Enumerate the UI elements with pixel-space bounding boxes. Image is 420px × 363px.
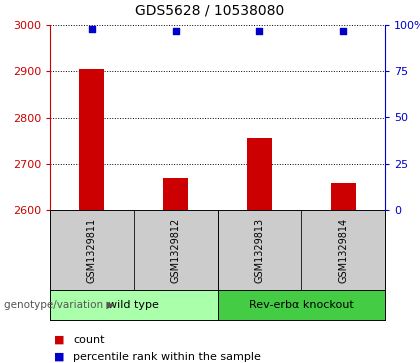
Bar: [79, 69, 105, 210]
Bar: [134, 210, 218, 290]
Bar: [331, 183, 356, 210]
Point: [89, 26, 95, 32]
Bar: [301, 210, 385, 290]
Text: ■: ■: [54, 335, 65, 345]
Bar: [218, 290, 385, 320]
Point: [340, 28, 346, 33]
Point: [172, 28, 179, 33]
Bar: [50, 290, 218, 320]
Text: percentile rank within the sample: percentile rank within the sample: [73, 352, 261, 362]
Text: Rev-erbα knockout: Rev-erbα knockout: [249, 300, 354, 310]
Bar: [247, 138, 272, 210]
Text: wild type: wild type: [108, 300, 159, 310]
Bar: [218, 210, 301, 290]
Point: [256, 28, 263, 33]
Text: GDS5628 / 10538080: GDS5628 / 10538080: [135, 3, 285, 17]
Text: GSM1329811: GSM1329811: [87, 217, 97, 282]
Text: count: count: [73, 335, 105, 345]
Text: GSM1329813: GSM1329813: [255, 217, 264, 282]
Text: GSM1329814: GSM1329814: [338, 217, 348, 282]
Text: ■: ■: [54, 352, 65, 362]
Bar: [163, 178, 188, 210]
Text: GSM1329812: GSM1329812: [171, 217, 181, 283]
Text: genotype/variation ▶: genotype/variation ▶: [4, 300, 115, 310]
Bar: [50, 210, 134, 290]
